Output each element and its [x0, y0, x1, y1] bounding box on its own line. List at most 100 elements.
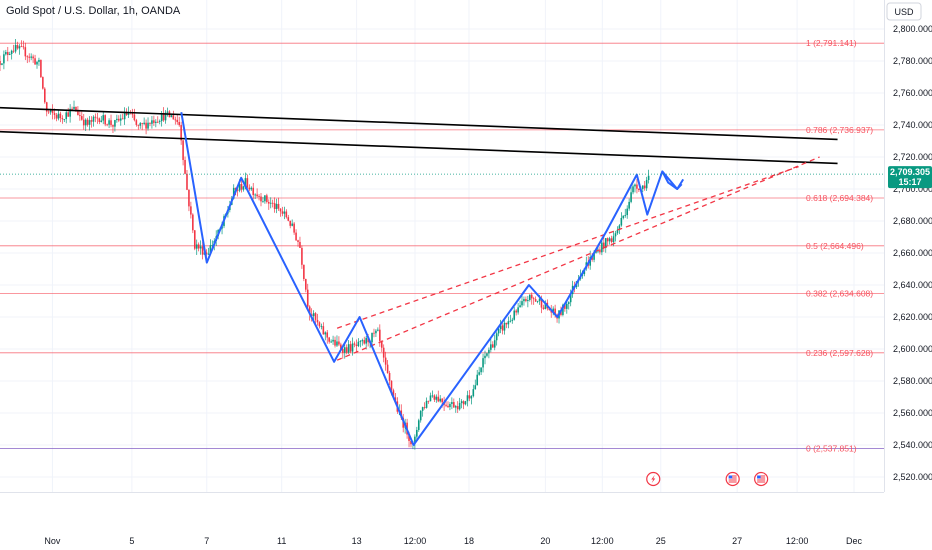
candle — [361, 338, 364, 346]
candle — [277, 197, 280, 211]
time-tick-label: 18 — [464, 536, 474, 546]
candle — [190, 201, 192, 219]
candle — [289, 220, 292, 229]
candle — [636, 178, 638, 194]
candle — [517, 303, 519, 315]
last-price-tag: 2,709.305 15:17 — [888, 166, 932, 189]
time-axis[interactable]: Nov 5 7 11 13 12:00 18 20 12:00 25 27 12:00 Dec — [0, 492, 884, 547]
candle — [297, 239, 299, 247]
candle — [14, 39, 17, 54]
wave-forecast[interactable] — [661, 170, 685, 190]
candle — [355, 339, 358, 352]
candle — [139, 121, 142, 129]
candle — [626, 205, 628, 219]
candle — [312, 310, 315, 321]
candle — [417, 418, 420, 432]
candle — [102, 111, 105, 125]
dashed-trend-line[interactable] — [336, 165, 799, 329]
candle — [178, 116, 180, 127]
candle — [316, 313, 319, 326]
candle — [530, 292, 533, 305]
resistance-line[interactable] — [0, 130, 838, 165]
candle — [242, 185, 245, 192]
us-flag-event-icon[interactable] — [754, 471, 769, 487]
candle — [182, 140, 184, 166]
candle — [614, 230, 617, 242]
flash-event-icon[interactable] — [646, 471, 661, 487]
candle — [338, 336, 340, 347]
candle — [96, 113, 99, 124]
resistance-line[interactable] — [0, 106, 838, 141]
candle — [464, 400, 467, 406]
candle — [624, 208, 627, 218]
candle — [38, 57, 40, 66]
candle — [328, 336, 330, 344]
time-tick-label: Dec — [846, 536, 863, 546]
fib-level-label: 0 (2,537.851) — [806, 443, 857, 453]
candle — [511, 317, 514, 324]
candle — [491, 341, 494, 348]
candle — [357, 338, 360, 348]
candle — [519, 300, 521, 308]
dashed-trend-line[interactable] — [336, 156, 820, 361]
currency-button[interactable]: USD — [886, 2, 922, 21]
us-flag-event-icon[interactable] — [725, 471, 740, 487]
candle — [620, 212, 623, 227]
candle — [266, 193, 268, 204]
candle — [610, 235, 613, 244]
candle — [104, 114, 106, 127]
candle — [345, 344, 348, 355]
candle — [429, 392, 432, 402]
chart-title: Gold Spot / U.S. Dollar, 1h, OANDA — [6, 5, 181, 17]
trend-lines[interactable] — [0, 106, 838, 446]
candle — [184, 156, 186, 175]
candle — [271, 199, 274, 208]
candle — [188, 189, 190, 212]
candle — [123, 107, 126, 125]
candle — [427, 400, 430, 404]
candle — [207, 247, 210, 256]
candle — [246, 174, 249, 191]
candle — [267, 199, 270, 210]
candle — [63, 118, 66, 123]
event-markers[interactable] — [646, 471, 769, 487]
candle — [472, 384, 475, 398]
fibonacci-retracement[interactable]: 1 (2,791.141) 0.786 (2,736.937) 0.618 (2,6… — [0, 38, 884, 453]
wave-zigzag[interactable] — [180, 112, 683, 446]
candle — [353, 341, 356, 348]
candle — [24, 42, 27, 61]
candle — [454, 404, 457, 413]
time-tick-label: 27 — [732, 536, 742, 546]
candle — [121, 113, 124, 120]
candle — [108, 118, 110, 129]
price-tick-label: 2,520.000 — [893, 472, 932, 482]
fib-level-label: 1 (2,791.141) — [806, 38, 857, 48]
candle — [486, 352, 488, 358]
candle — [73, 100, 75, 111]
candle — [628, 198, 630, 211]
time-tick-label: 5 — [129, 536, 134, 546]
candle — [186, 170, 188, 191]
candle — [36, 60, 38, 69]
candle — [258, 194, 260, 201]
candle — [363, 336, 366, 345]
candle — [622, 215, 625, 220]
candle — [567, 301, 570, 310]
candle — [324, 331, 327, 341]
candle — [57, 110, 60, 121]
candle — [632, 184, 634, 195]
candle — [283, 206, 286, 220]
candle — [470, 395, 473, 405]
price-axis[interactable]: 2,520.000 2,540.000 2,560.000 2,580.000 2,60… — [884, 0, 932, 492]
candle — [137, 124, 140, 130]
candle — [643, 180, 646, 191]
candle — [82, 113, 85, 130]
candle — [197, 242, 200, 252]
candle — [94, 113, 97, 123]
candle — [153, 115, 155, 126]
candle — [521, 295, 523, 308]
candle — [174, 116, 177, 125]
candle — [287, 214, 290, 222]
